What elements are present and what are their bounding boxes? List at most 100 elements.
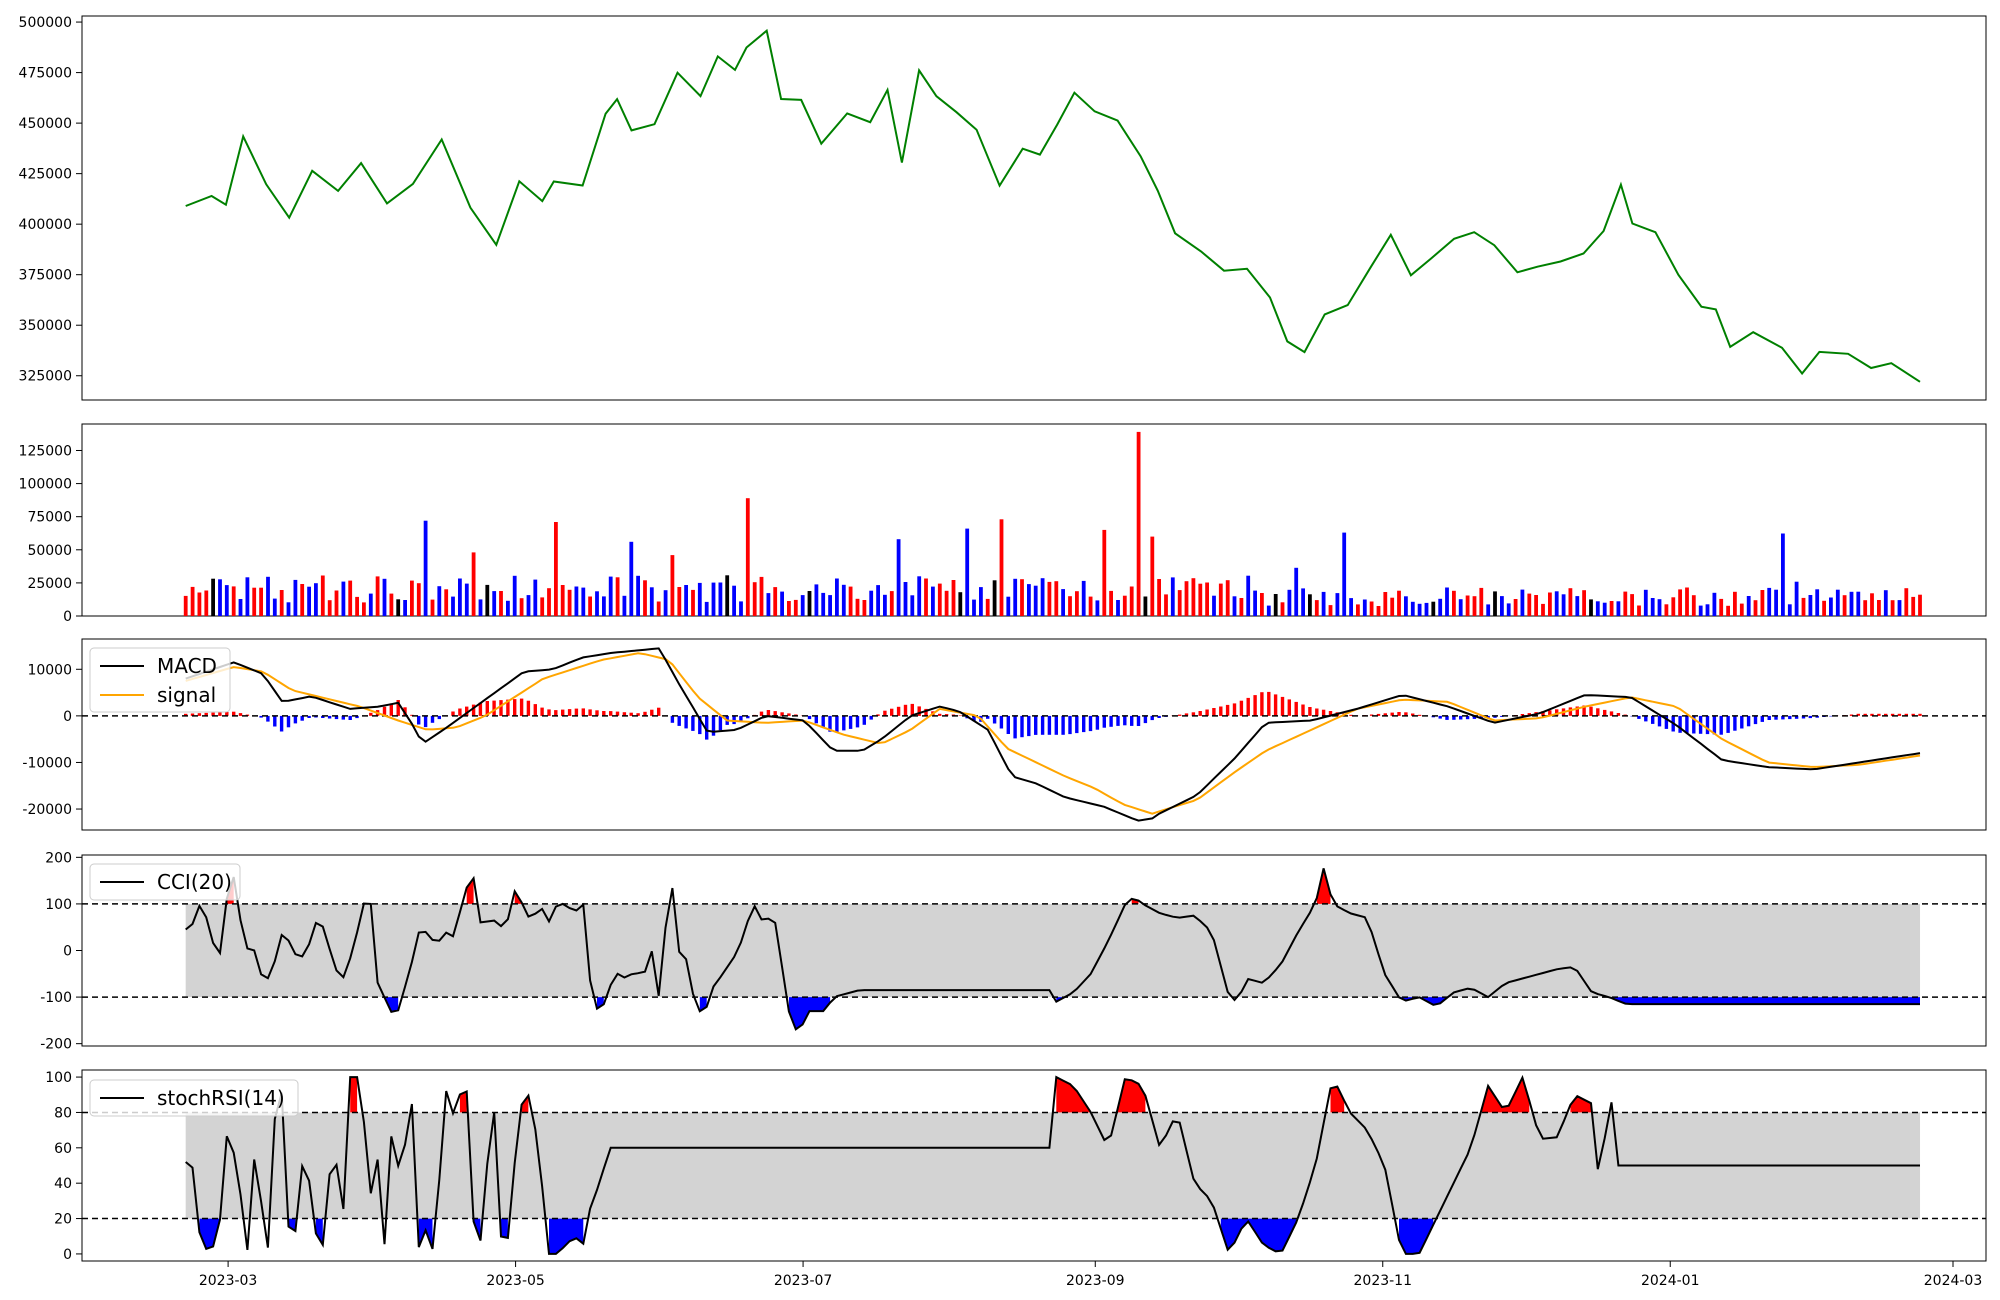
volume-bar xyxy=(1465,595,1470,616)
stochrsi-legend-box xyxy=(89,1079,299,1117)
volume-bar xyxy=(1349,598,1353,616)
y-tick-label: 475000 xyxy=(19,66,72,82)
macd-hist-bar xyxy=(622,712,627,716)
volume-bar xyxy=(1328,605,1333,616)
macd-hist-bar xyxy=(437,715,441,720)
volume-bar xyxy=(835,578,839,616)
volume-bar xyxy=(1829,597,1833,616)
volume-bar xyxy=(1918,594,1922,616)
oversold-fill xyxy=(1399,1218,1434,1254)
volume-bar xyxy=(1513,599,1518,616)
macd-hist-bar xyxy=(567,709,572,716)
volume-bar xyxy=(389,593,394,616)
macd-hist-bar xyxy=(1863,713,1867,716)
volume-bar xyxy=(1657,599,1662,616)
macd-hist-bar xyxy=(1130,715,1134,726)
macd-hist-bar xyxy=(917,706,921,716)
overbought-fill xyxy=(1316,868,1331,904)
volume-bar xyxy=(1095,600,1100,616)
price-y-axis: 325000 350000 375000 400000 425000 450000 4750… xyxy=(19,15,82,385)
volume-y-axis: 0 25000 50000 75000 100000 125000 xyxy=(19,443,82,625)
macd-hist-bar xyxy=(1555,709,1559,716)
volume-bar xyxy=(499,591,503,616)
macd-hist-bar xyxy=(1294,701,1298,716)
volume-bar xyxy=(1212,595,1216,616)
volume-bar xyxy=(718,582,723,616)
macd-hist-bar xyxy=(698,715,702,735)
macd-hist-bar xyxy=(1232,703,1237,716)
macd-hist-bar xyxy=(1301,704,1305,716)
x-tick-label: 2023-05 xyxy=(486,1273,545,1289)
x-tick-label: 2024-01 xyxy=(1641,1273,1700,1289)
volume-bar xyxy=(684,585,688,616)
volume-bar xyxy=(1321,591,1326,616)
volume-bar xyxy=(1246,575,1251,616)
macd-hist-bar xyxy=(1397,712,1401,716)
volume-bar xyxy=(691,589,695,616)
macd-hist-bar xyxy=(1088,715,1093,732)
macd-hist-bar xyxy=(1315,708,1319,716)
stochrsi-line xyxy=(185,1074,1920,1255)
volume-bar xyxy=(800,595,805,616)
macd-hist-bar xyxy=(1637,715,1641,719)
macd-hist-bar xyxy=(451,711,455,716)
volume-bar xyxy=(972,599,976,616)
macd-hist-bar xyxy=(1705,715,1710,735)
macd-hist-bar xyxy=(1767,715,1771,720)
volume-bar xyxy=(471,552,476,616)
macd-hist-bar xyxy=(711,715,716,736)
macd-hist-bar xyxy=(1253,695,1257,716)
volume-bar xyxy=(917,576,922,616)
macd-hist-bar xyxy=(273,715,277,727)
macd-hist-bar xyxy=(1575,706,1579,716)
macd-hist-bar xyxy=(1246,697,1250,716)
macd-hist-bar xyxy=(1383,713,1387,716)
macd-hist-bar xyxy=(588,709,592,716)
volume-bar xyxy=(656,601,661,616)
macd-hist-bar xyxy=(574,708,579,716)
volume-bar xyxy=(814,584,819,616)
volume-bar xyxy=(1362,599,1367,616)
volume-bar xyxy=(382,578,387,616)
macd-hist-bar xyxy=(513,699,517,716)
macd-hist-bar xyxy=(1870,713,1874,716)
macd-hist-bar xyxy=(1376,713,1381,716)
volume-bar xyxy=(1548,592,1552,616)
macd-hist-bar xyxy=(1644,715,1648,722)
volume-bar xyxy=(231,586,236,616)
volume-bar xyxy=(992,580,997,616)
volume-bar xyxy=(1705,604,1710,616)
macd-hist-bar xyxy=(1815,715,1819,718)
volume-bar xyxy=(793,599,798,616)
volume-bar xyxy=(896,539,901,616)
macd-hist-bar xyxy=(279,715,284,732)
macd-hist-bar xyxy=(1904,713,1908,716)
volume-bar xyxy=(745,498,750,616)
volume-bar xyxy=(1726,605,1730,616)
macd-hist-bar xyxy=(1123,715,1127,726)
macd-hist-bar xyxy=(1746,715,1751,727)
macd-hist-bar xyxy=(1150,715,1154,721)
volume-bar xyxy=(841,584,846,616)
oversold-fill xyxy=(549,1218,584,1254)
volume-bar xyxy=(540,597,545,616)
macd-hist-bar xyxy=(1459,715,1463,720)
volume-bar xyxy=(1623,591,1628,616)
volume-bar xyxy=(883,594,887,616)
macd-hist-bar xyxy=(314,715,318,718)
y-tick-label: -10000 xyxy=(22,755,72,771)
volume-bar xyxy=(1527,593,1532,616)
macd-hist-bar xyxy=(1527,713,1531,716)
volume-bar xyxy=(848,586,853,616)
volume-bar xyxy=(1458,599,1463,616)
stochrsi-fills xyxy=(199,1077,1591,1254)
volume-bar xyxy=(1438,598,1443,616)
y-tick-label: 100 xyxy=(45,1070,72,1086)
volume-bar xyxy=(1534,595,1538,616)
volume-bar xyxy=(190,586,195,616)
price-panel-frame xyxy=(81,15,1987,401)
volume-bar xyxy=(697,582,702,616)
y-tick-label: 100000 xyxy=(19,477,72,493)
macd-hist-bar xyxy=(1692,715,1696,734)
